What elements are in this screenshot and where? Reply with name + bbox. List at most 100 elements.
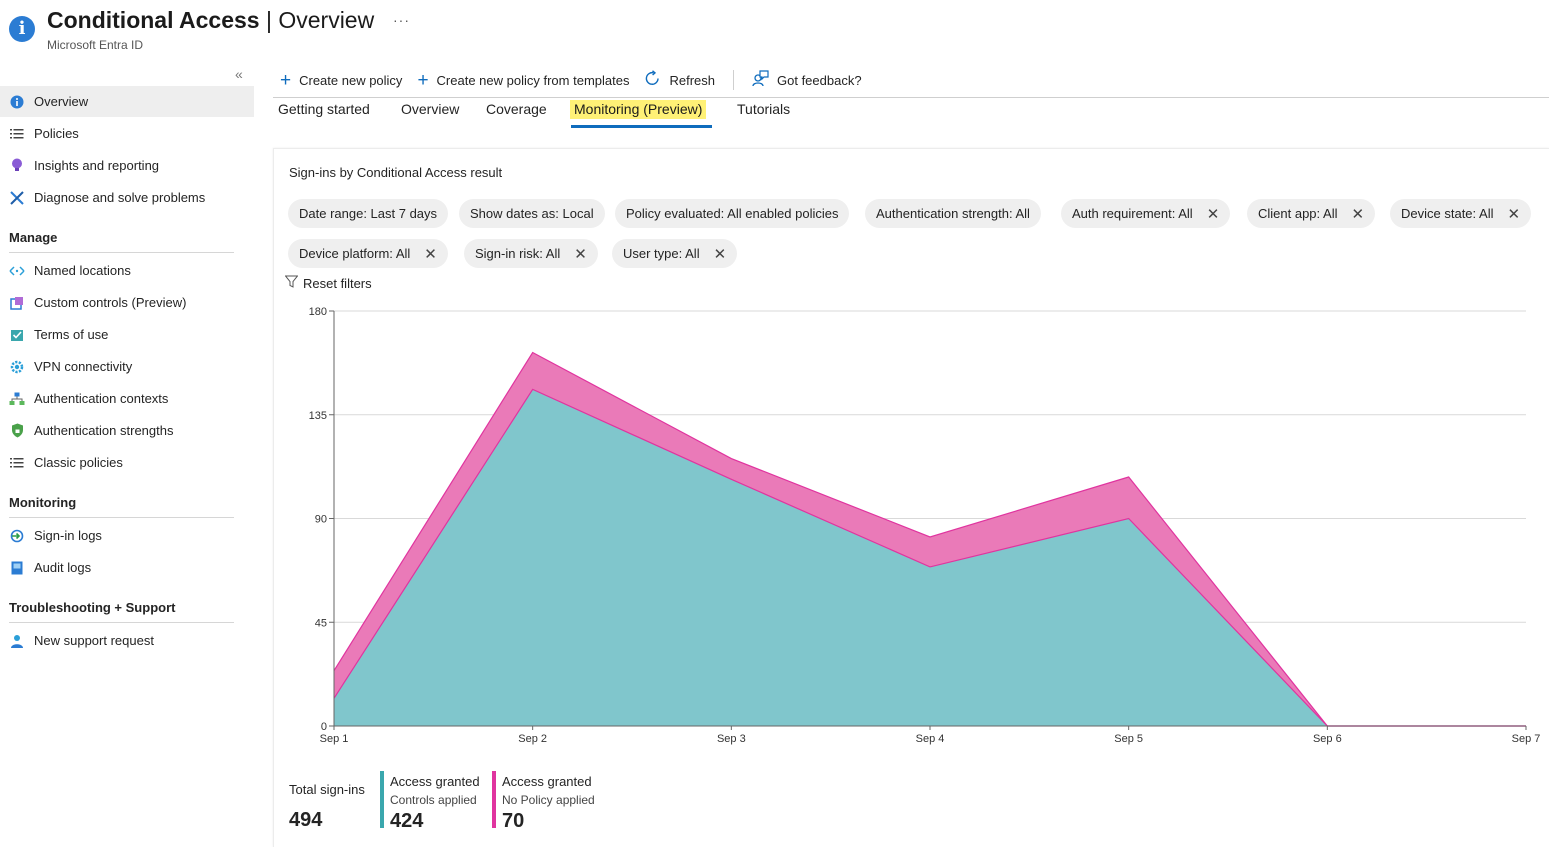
sidebar-item-label: Custom controls (Preview)	[34, 295, 187, 310]
sidebar-item-named-locations[interactable]: Named locations	[0, 255, 254, 286]
info-icon	[9, 94, 25, 110]
create-new-policy-label: Create new policy	[299, 72, 403, 88]
sidebar-item-auth-contexts[interactable]: Authentication contexts	[0, 383, 254, 414]
filter-user-type[interactable]: User type: All ✕	[612, 239, 738, 268]
remove-filter-icon[interactable]: ✕	[424, 245, 437, 263]
sidebar-item-diagnose[interactable]: Diagnose and solve problems	[0, 182, 254, 213]
filter-device-state[interactable]: Device state: All ✕	[1390, 199, 1532, 228]
remove-filter-icon[interactable]: ✕	[1351, 205, 1365, 223]
feedback-button[interactable]: Got feedback?	[752, 69, 862, 91]
x-tick-label: Sep 6	[1313, 733, 1342, 745]
sidebar-item-label: Policies	[34, 126, 79, 141]
sidebar-item-label: Sign-in logs	[34, 528, 102, 543]
toolbar-divider	[733, 70, 734, 90]
y-tick-label: 0	[321, 721, 327, 733]
y-tick-label: 45	[315, 617, 327, 629]
y-tick-label: 135	[309, 410, 327, 422]
sidebar-item-terms-of-use[interactable]: Terms of use	[0, 319, 254, 350]
lightbulb-icon	[9, 158, 25, 174]
no-policy-legend-bar	[492, 771, 496, 828]
network-icon	[9, 263, 25, 279]
page-header: i Conditional Access | Overview ··· Micr…	[0, 0, 1549, 60]
section-divider	[9, 622, 234, 623]
feedback-label: Got feedback?	[777, 72, 862, 88]
sidebar-item-vpn[interactable]: VPN connectivity	[0, 351, 254, 382]
x-tick-label: Sep 4	[916, 733, 945, 745]
feedback-icon	[752, 69, 769, 91]
more-options-button[interactable]: ···	[393, 12, 410, 28]
collapse-sidebar-button[interactable]: «	[235, 66, 243, 82]
sidebar-item-label: Diagnose and solve problems	[34, 190, 206, 205]
sidebar-item-label: Classic policies	[34, 455, 123, 470]
filter-show-dates[interactable]: Show dates as: Local	[459, 199, 605, 228]
filter-policy-evaluated[interactable]: Policy evaluated: All enabled policies	[615, 199, 850, 228]
page-title: Conditional Access | Overview	[47, 7, 374, 34]
sidebar-item-classic-policies[interactable]: Classic policies	[0, 447, 254, 478]
filter-client-app[interactable]: Client app: All ✕	[1247, 199, 1376, 228]
filter-auth-strength[interactable]: Authentication strength: All	[865, 199, 1041, 228]
tab-getting-started[interactable]: Getting started	[278, 101, 370, 117]
filter-auth-requirement[interactable]: Auth requirement: All ✕	[1061, 199, 1231, 228]
refresh-label: Refresh	[669, 72, 715, 88]
sidebar-item-auth-strengths[interactable]: Authentication strengths	[0, 415, 254, 446]
controls-legend-bar	[380, 771, 384, 828]
x-tick-label: Sep 5	[1114, 733, 1143, 745]
reset-filters-label: Reset filters	[303, 275, 372, 291]
total-signins-label: Total sign-ins	[289, 782, 365, 797]
remove-filter-icon[interactable]: ✕	[1206, 205, 1220, 223]
tab-tutorials[interactable]: Tutorials	[737, 101, 791, 117]
tab-monitoring[interactable]: Monitoring (Preview)	[570, 100, 707, 119]
no-policy-value: 70	[502, 810, 525, 832]
gear-icon	[9, 359, 25, 375]
create-new-policy-button[interactable]: + Create new policy	[280, 71, 402, 90]
y-tick-label: 180	[309, 306, 327, 318]
hierarchy-icon	[9, 391, 25, 407]
tab-monitoring-label: Monitoring (Preview)	[570, 100, 707, 119]
sidebar-item-policies[interactable]: Policies	[0, 118, 254, 149]
filter-label: Auth requirement: All	[1072, 206, 1193, 221]
reset-filters-button[interactable]: Reset filters	[284, 275, 372, 291]
sidebar: « Overview Policies Insights and reporti…	[0, 60, 254, 847]
plus-icon: +	[417, 69, 429, 91]
create-from-templates-button[interactable]: + Create new policy from templates	[417, 71, 629, 90]
sidebar-item-insights[interactable]: Insights and reporting	[0, 150, 254, 181]
section-divider	[9, 252, 234, 253]
remove-filter-icon[interactable]: ✕	[1507, 205, 1521, 223]
tab-coverage[interactable]: Coverage	[486, 101, 547, 117]
filter-date-range[interactable]: Date range: Last 7 days	[288, 199, 449, 228]
sidebar-item-label: Authentication contexts	[34, 391, 169, 406]
sidebar-item-overview[interactable]: Overview	[0, 86, 254, 117]
x-tick-label: Sep 1	[320, 733, 349, 745]
section-heading-monitoring: Monitoring	[9, 495, 77, 510]
refresh-button[interactable]: Refresh	[644, 69, 715, 91]
sidebar-item-label: Overview	[34, 94, 89, 109]
sidebar-item-label: VPN connectivity	[34, 359, 133, 374]
no-policy-label: Access granted	[502, 774, 592, 789]
service-name: Conditional Access	[47, 7, 260, 33]
controls-area	[334, 389, 1526, 726]
filter-device-platform[interactable]: Device platform: All ✕	[288, 239, 448, 268]
remove-filter-icon[interactable]: ✕	[713, 245, 727, 263]
sidebar-item-new-support-request[interactable]: New support request	[0, 625, 254, 656]
section-heading-manage: Manage	[9, 230, 58, 245]
sidebar-item-label: Insights and reporting	[34, 158, 160, 173]
active-tab-indicator	[571, 125, 712, 128]
sidebar-item-custom-controls[interactable]: Custom controls (Preview)	[0, 287, 254, 318]
checkbox-icon	[9, 327, 25, 343]
remove-filter-icon[interactable]: ✕	[574, 245, 587, 263]
sidebar-item-sign-in-logs[interactable]: Sign-in logs	[0, 520, 254, 551]
shield-icon	[9, 423, 25, 439]
tab-overview[interactable]: Overview	[401, 101, 460, 117]
list-icon	[9, 126, 25, 142]
no-policy-area	[334, 352, 1526, 726]
title-separator: |	[265, 7, 272, 33]
filter-label: Show dates as: Local	[470, 206, 594, 221]
controls-sublabel: Controls applied	[390, 793, 477, 807]
sidebar-item-audit-logs[interactable]: Audit logs	[0, 552, 254, 583]
filter-sign-in-risk[interactable]: Sign-in risk: All ✕	[464, 239, 598, 268]
page-name: Overview	[278, 7, 375, 33]
section-divider	[9, 517, 234, 518]
create-from-templates-label: Create new policy from templates	[436, 72, 630, 88]
section-heading-support: Troubleshooting + Support	[9, 600, 176, 615]
sidebar-item-label: Audit logs	[34, 560, 92, 575]
